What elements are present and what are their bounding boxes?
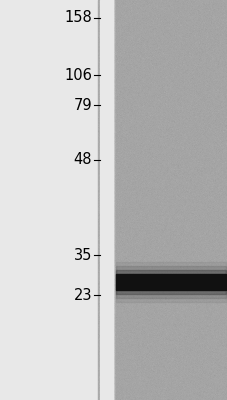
Bar [116, 262, 225, 302]
Bar [100, 0, 114, 400]
Text: 48: 48 [73, 152, 92, 168]
Bar [114, 0, 227, 400]
Text: 106: 106 [64, 68, 92, 82]
Bar [116, 274, 225, 290]
Text: 158: 158 [64, 10, 92, 26]
Text: 23: 23 [73, 288, 92, 302]
Bar [116, 270, 225, 294]
Bar [116, 266, 225, 298]
Text: 35: 35 [73, 248, 92, 262]
Bar [98, 0, 100, 400]
Text: 79: 79 [73, 98, 92, 112]
